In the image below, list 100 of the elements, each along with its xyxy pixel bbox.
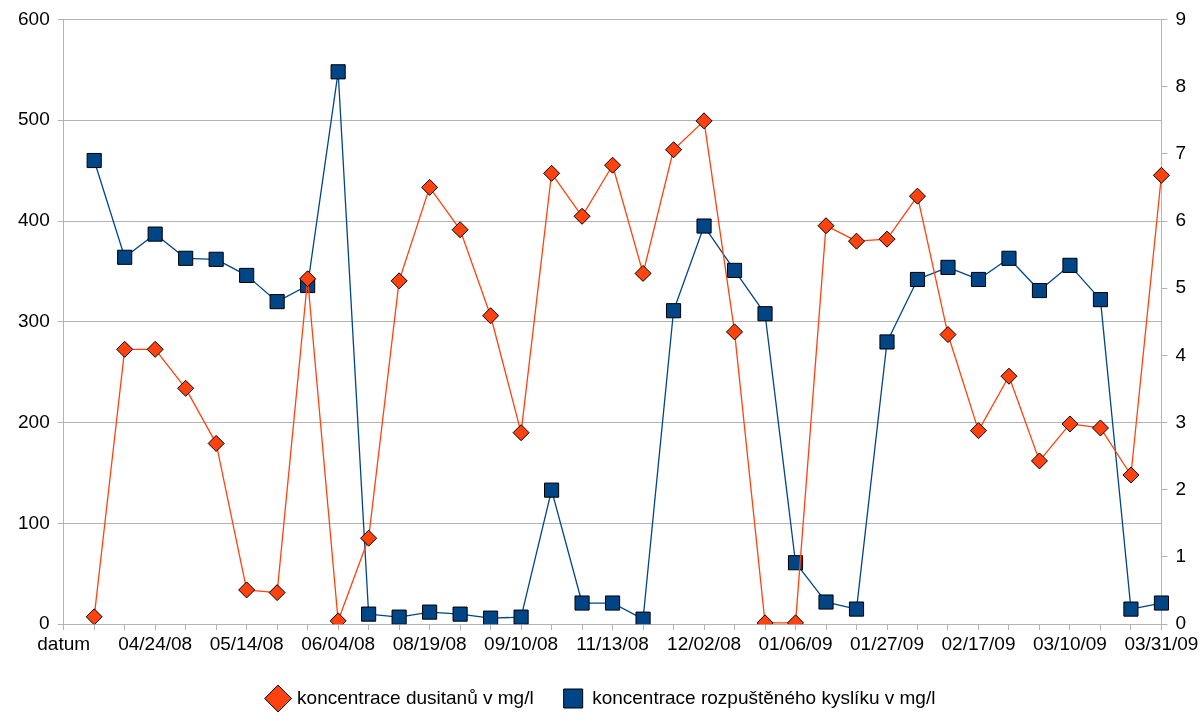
point	[1122, 466, 1140, 484]
point	[390, 272, 408, 290]
point	[513, 609, 529, 625]
y-tick-label: 400	[18, 209, 50, 231]
point	[1152, 166, 1170, 184]
point	[146, 340, 164, 358]
x-tick-label: 09/10/08	[484, 632, 559, 654]
point	[879, 334, 895, 350]
point	[787, 555, 804, 571]
point	[483, 610, 499, 625]
x-tick-label: 04/24/08	[118, 632, 193, 654]
point	[117, 249, 133, 265]
point	[1091, 419, 1109, 437]
point	[817, 217, 835, 235]
x-tick-label: 05/14/08	[209, 632, 284, 654]
point	[85, 608, 103, 625]
point	[969, 422, 987, 440]
point	[573, 207, 591, 225]
point	[970, 271, 987, 288]
y2-tick-label: 4	[1175, 343, 1187, 365]
point	[239, 267, 255, 283]
point	[1001, 250, 1017, 266]
y2-tick-label: 3	[1175, 410, 1187, 432]
x-tick-label: 03/31/09	[1124, 632, 1199, 654]
point	[604, 156, 622, 174]
point	[635, 611, 651, 625]
x-tick-label: datum	[37, 632, 91, 654]
legend-label: koncentrace dusitanů v mg/l	[297, 686, 534, 708]
y-tick-label: 600	[18, 7, 50, 29]
point	[543, 164, 561, 182]
point	[818, 594, 834, 610]
y-tick-label: 300	[18, 310, 50, 332]
legend-label: koncentrace rozpuštěného kyslíku v mg/l	[592, 686, 936, 708]
point	[208, 251, 224, 267]
point	[1061, 415, 1079, 433]
point	[757, 306, 773, 322]
point	[696, 218, 712, 234]
point	[299, 270, 317, 288]
y2-tick-label: 2	[1175, 478, 1187, 500]
point	[1031, 282, 1048, 299]
point	[1153, 595, 1169, 611]
point	[1092, 292, 1109, 308]
point	[207, 434, 225, 452]
point	[1062, 257, 1078, 273]
point	[177, 379, 195, 397]
point	[482, 307, 500, 325]
y2-tick-label: 0	[1175, 612, 1187, 634]
x-tick-label: 06/04/08	[301, 632, 376, 654]
x-tick-label: 11/13/08	[576, 632, 649, 654]
y-tick-label: 200	[18, 410, 50, 432]
x-tick-label: 01/06/09	[758, 632, 833, 654]
point	[1000, 367, 1018, 385]
point	[634, 264, 652, 282]
point	[940, 259, 956, 275]
point	[238, 581, 256, 599]
point	[665, 141, 683, 159]
point	[116, 340, 134, 358]
point	[574, 595, 590, 611]
point	[726, 323, 744, 341]
x-tick-label: 08/19/08	[392, 632, 467, 654]
point	[86, 152, 102, 169]
point	[908, 187, 926, 205]
point	[878, 230, 896, 248]
x-tick-label: 02/17/09	[941, 632, 1016, 654]
point	[147, 226, 163, 242]
point	[848, 232, 866, 250]
x-tick-label: 03/10/09	[1032, 632, 1107, 654]
point	[452, 606, 468, 622]
point	[422, 604, 438, 620]
y-tick-label: 100	[18, 511, 50, 533]
y2-tick-label: 8	[1175, 74, 1187, 96]
point	[178, 250, 194, 266]
y-tick-label: 0	[39, 612, 50, 634]
x-tick-label: 01/27/09	[850, 632, 924, 654]
point	[665, 303, 682, 319]
y2-tick-label: 6	[1175, 209, 1187, 231]
point	[421, 178, 439, 196]
y2-tick-label: 9	[1175, 7, 1187, 29]
point	[360, 529, 378, 547]
point	[512, 424, 530, 442]
point	[269, 294, 285, 310]
point	[848, 601, 865, 617]
y2-tick-label: 5	[1175, 276, 1187, 298]
point	[1030, 452, 1048, 470]
point	[939, 326, 957, 344]
point	[451, 221, 469, 239]
point	[330, 64, 346, 80]
point	[726, 262, 743, 278]
point	[695, 112, 713, 130]
point	[268, 584, 286, 602]
point	[544, 482, 560, 498]
y-tick-label: 500	[18, 108, 50, 130]
point	[909, 271, 926, 288]
y2-tick-label: 1	[1175, 545, 1187, 567]
y2-tick-label: 7	[1175, 142, 1187, 164]
point	[391, 609, 407, 625]
point	[605, 595, 621, 611]
point	[361, 606, 377, 622]
point	[1123, 601, 1139, 617]
x-tick-label: 12/02/08	[667, 632, 742, 654]
